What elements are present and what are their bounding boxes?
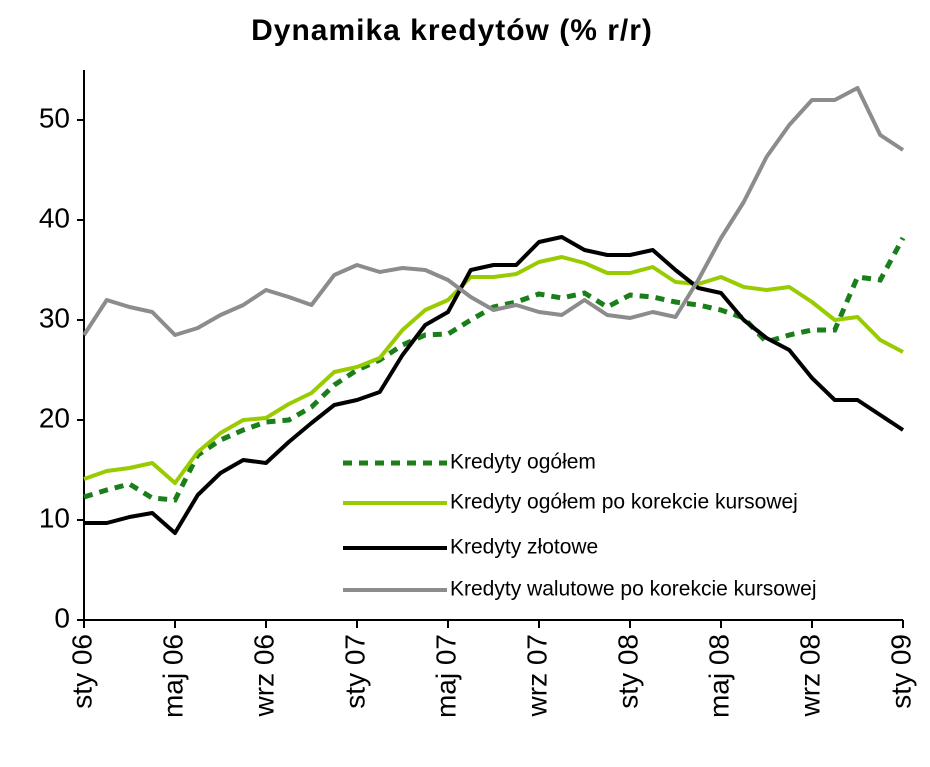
y-tick-label: 40 [39,202,70,233]
legend-label: Kredyty walutowe po korekcie kursowej [450,578,817,601]
x-tick-label: maj 07 [430,634,461,718]
x-tick-label: maj 06 [157,634,188,718]
y-tick-label: 30 [39,302,70,333]
legend-label: Kredyty złotowe [450,536,598,559]
x-tick-label: sty 09 [885,634,916,709]
y-tick-label: 20 [39,402,70,433]
chart-title: Dynamika kredytów (% r/r) [251,14,653,47]
y-tick-label: 50 [39,102,70,133]
series-line [82,86,905,337]
x-tick-label: sty 08 [612,634,643,709]
legend-label: Kredyty ogółem [450,451,596,474]
legend-label: Kredyty ogółem po korekcie kursowej [450,491,798,514]
series-line [84,235,905,535]
x-tick-label: wrz 06 [248,634,279,717]
x-tick-label: wrz 07 [521,634,552,717]
x-tick-label: maj 08 [703,634,734,718]
x-tick-label: wrz 08 [794,634,825,717]
series-line [83,255,904,485]
x-tick-label: sty 06 [66,634,97,709]
x-tick-label: sty 07 [339,634,370,709]
y-tick-label: 10 [39,502,70,533]
series-line [83,236,906,503]
y-tick-label: 0 [54,602,70,633]
